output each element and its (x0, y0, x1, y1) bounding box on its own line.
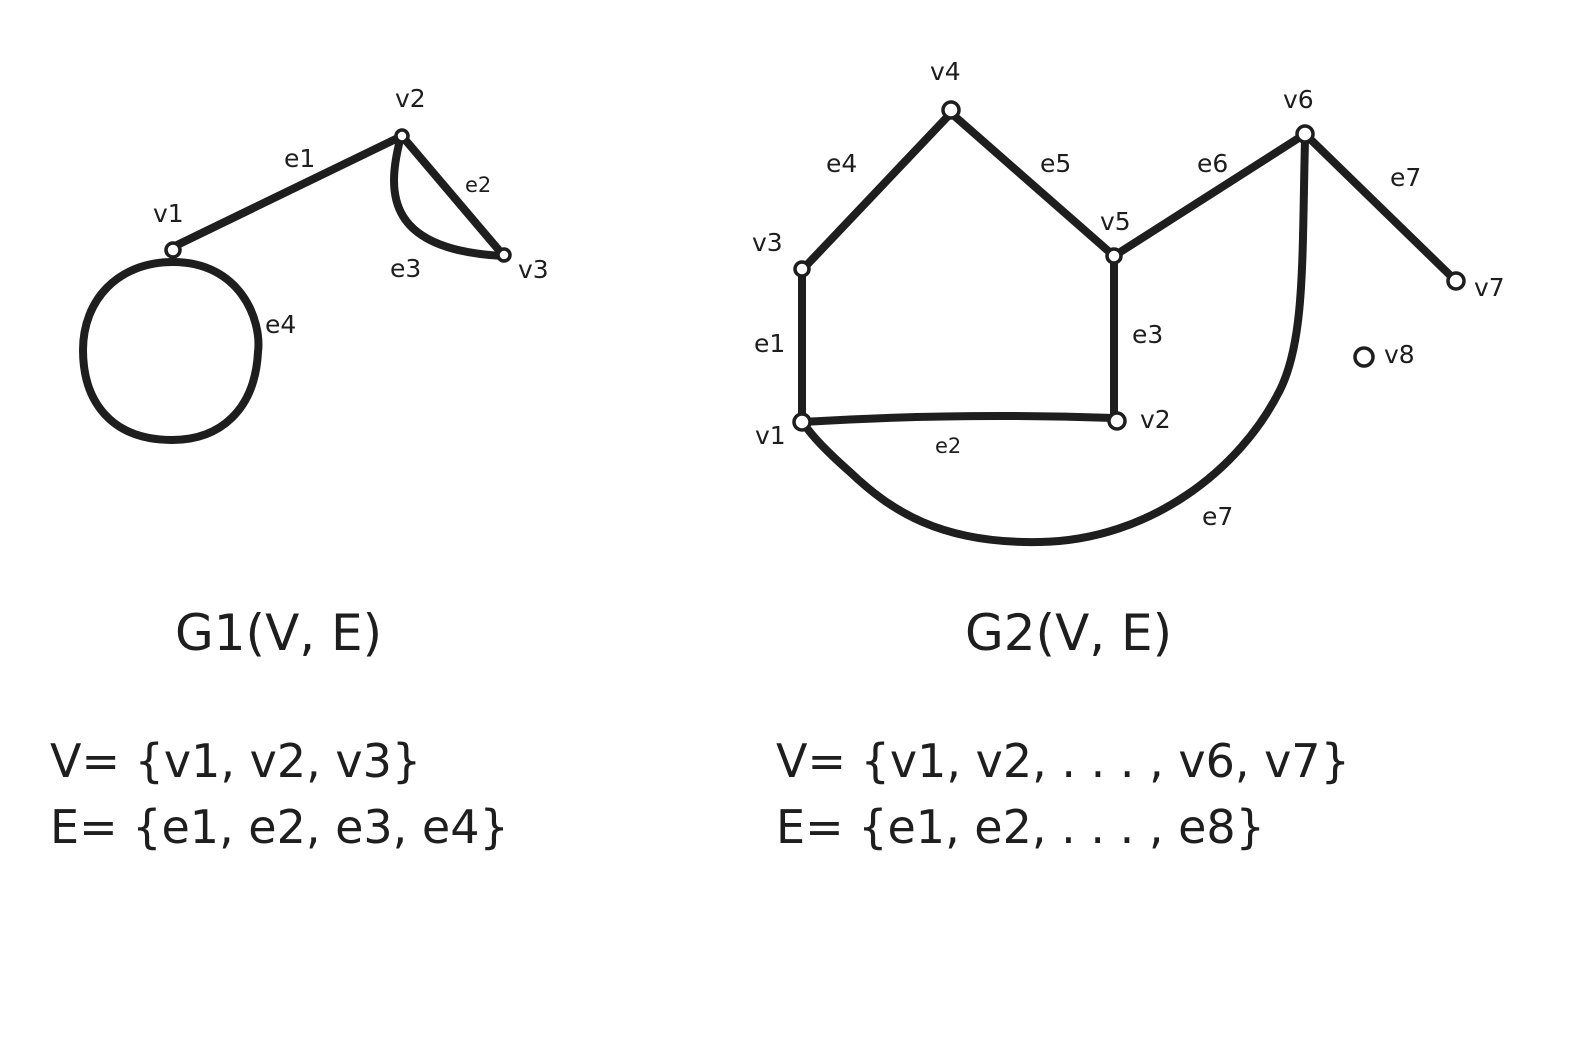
g1-edge-set: E= {e1, e2, e3, e4} (50, 800, 509, 854)
g2-vertex-v1 (792, 412, 812, 432)
g1-edge-e2 (398, 132, 507, 259)
g2-label-e1: e1 (754, 329, 785, 358)
g2-edge-e5 (947, 109, 1118, 260)
g2-vertex-set: V= {v1, v2, . . . , v6, v7} (776, 734, 1350, 788)
g2-label-e7-top: e7 (1390, 163, 1421, 192)
g1-label-v1: v1 (153, 199, 184, 228)
g2-label-v6: v6 (1283, 85, 1314, 114)
g1-vertex-v1 (164, 241, 182, 259)
g1-edge-e1 (169, 132, 406, 251)
g2-vertex-v8 (1353, 346, 1375, 368)
g2-label-e2: e2 (935, 434, 961, 458)
g1-label-e1: e1 (284, 144, 315, 173)
g2-label-e4: e4 (826, 149, 857, 178)
g1-vertex-set: V= {v1, v2, v3} (50, 734, 421, 788)
g2-vertex-v6 (1295, 124, 1315, 144)
g2-title: G2(V, E) (965, 604, 1172, 662)
g1-edge-e3 (390, 136, 507, 260)
g1-label-e4: e4 (265, 310, 296, 339)
g2-vertex-v5 (1105, 247, 1123, 265)
g2-label-v5: v5 (1100, 207, 1131, 236)
g2-label-e5: e5 (1040, 149, 1071, 178)
g2-edge-e7-curve (800, 136, 1309, 547)
g2-label-v1: v1 (755, 421, 786, 450)
g1-edge-e4-loop (79, 258, 263, 444)
g2-vertex-v2 (1107, 411, 1127, 431)
g2-label-v2: v2 (1140, 405, 1171, 434)
g1-label-v2: v2 (395, 84, 426, 113)
g1-vertex-v2 (394, 128, 410, 144)
g2-vertex-v4 (941, 100, 961, 120)
g2-vertex-v3 (793, 260, 811, 278)
g1-vertex-v3 (496, 247, 512, 263)
g2-label-e6: e6 (1197, 149, 1228, 178)
g1-label-v3: v3 (518, 255, 549, 284)
g1-label-e3: e3 (390, 254, 421, 283)
g2-label-e3: e3 (1132, 320, 1163, 349)
g2-edge-set: E= {e1, e2, . . . , e8} (776, 800, 1265, 854)
g1-title: G1(V, E) (175, 604, 382, 662)
g2-edge-e6 (1110, 130, 1309, 260)
g2-label-v7: v7 (1474, 273, 1505, 302)
g2-edge-e7-right (1301, 130, 1460, 285)
g2-label-v3: v3 (752, 228, 783, 257)
g2-edge-e2 (798, 411, 1118, 426)
g2-label-v8: v8 (1384, 340, 1415, 369)
g2-vertex-v7 (1446, 271, 1466, 291)
g2-label-v4: v4 (930, 57, 961, 86)
graph-g1: v1 v2 v3 e1 e2 e3 e4 (79, 84, 549, 444)
g2-label-e7-bottom: e7 (1202, 502, 1233, 531)
g2-edge-e4 (800, 109, 955, 272)
g1-label-e2: e2 (465, 173, 491, 197)
graph-g2: v1 v2 v3 v4 v5 v6 v7 v8 e1 e2 e3 e4 e5 e… (752, 57, 1505, 547)
